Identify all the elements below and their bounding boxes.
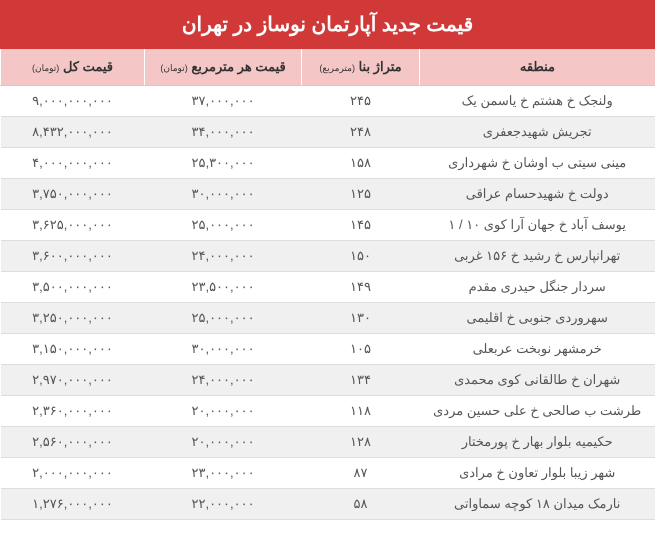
price-table: منطقه متراژ بنا (مترمربع) قیمت هر مترمرب…: [0, 49, 655, 520]
cell-region: خرمشهر نوبخت عربعلی: [419, 334, 655, 365]
cell-total: ۱,۲۷۶,۰۰۰,۰۰۰: [1, 489, 145, 520]
cell-area: ۸۷: [302, 458, 420, 489]
cell-region: شهر زیبا بلوار تعاون خ مرادی: [419, 458, 655, 489]
col-header-area: متراژ بنا (مترمربع): [302, 49, 420, 86]
cell-total: ۳,۶۰۰,۰۰۰,۰۰۰: [1, 241, 145, 272]
cell-total: ۳,۵۰۰,۰۰۰,۰۰۰: [1, 272, 145, 303]
cell-area: ۱۵۰: [302, 241, 420, 272]
cell-region: تهرانپارس خ رشید خ ۱۵۶ غربی: [419, 241, 655, 272]
table-row: شهران خ طالقانی کوی محمدی۱۳۴۲۴,۰۰۰,۰۰۰۲,…: [1, 365, 655, 396]
cell-area: ۲۴۵: [302, 86, 420, 117]
table-row: شهر زیبا بلوار تعاون خ مرادی۸۷۲۳,۰۰۰,۰۰۰…: [1, 458, 655, 489]
cell-area: ۱۳۰: [302, 303, 420, 334]
cell-ppsm: ۲۰,۰۰۰,۰۰۰: [145, 396, 302, 427]
cell-ppsm: ۲۵,۳۰۰,۰۰۰: [145, 148, 302, 179]
cell-area: ۲۴۸: [302, 117, 420, 148]
cell-area: ۱۰۵: [302, 334, 420, 365]
cell-ppsm: ۳۰,۰۰۰,۰۰۰: [145, 179, 302, 210]
table-row: سهروردی جنوبی خ اقلیمی۱۳۰۲۵,۰۰۰,۰۰۰۳,۲۵۰…: [1, 303, 655, 334]
col-header-total: قیمت کل (تومان): [1, 49, 145, 86]
cell-ppsm: ۲۵,۰۰۰,۰۰۰: [145, 303, 302, 334]
cell-area: ۵۸: [302, 489, 420, 520]
cell-ppsm: ۲۳,۰۰۰,۰۰۰: [145, 458, 302, 489]
table-row: تهرانپارس خ رشید خ ۱۵۶ غربی۱۵۰۲۴,۰۰۰,۰۰۰…: [1, 241, 655, 272]
cell-total: ۸,۴۳۲,۰۰۰,۰۰۰: [1, 117, 145, 148]
cell-area: ۱۳۴: [302, 365, 420, 396]
cell-region: طرشت ب صالحی خ علی حسین مردی: [419, 396, 655, 427]
table-row: دولت خ شهیدحسام عراقی۱۲۵۳۰,۰۰۰,۰۰۰۳,۷۵۰,…: [1, 179, 655, 210]
cell-region: حکیمیه بلوار بهار خ پورمختار: [419, 427, 655, 458]
table-row: مینی سیتی ب اوشان خ شهرداری۱۵۸۲۵,۳۰۰,۰۰۰…: [1, 148, 655, 179]
cell-total: ۲,۳۶۰,۰۰۰,۰۰۰: [1, 396, 145, 427]
cell-region: مینی سیتی ب اوشان خ شهرداری: [419, 148, 655, 179]
cell-ppsm: ۲۳,۵۰۰,۰۰۰: [145, 272, 302, 303]
cell-total: ۳,۶۲۵,۰۰۰,۰۰۰: [1, 210, 145, 241]
table-row: خرمشهر نوبخت عربعلی۱۰۵۳۰,۰۰۰,۰۰۰۳,۱۵۰,۰۰…: [1, 334, 655, 365]
col-sub: (تومان): [32, 63, 59, 73]
cell-ppsm: ۳۰,۰۰۰,۰۰۰: [145, 334, 302, 365]
cell-total: ۲,۰۰۰,۰۰۰,۰۰۰: [1, 458, 145, 489]
cell-total: ۳,۲۵۰,۰۰۰,۰۰۰: [1, 303, 145, 334]
cell-total: ۳,۱۵۰,۰۰۰,۰۰۰: [1, 334, 145, 365]
cell-region: سهروردی جنوبی خ اقلیمی: [419, 303, 655, 334]
cell-ppsm: ۲۵,۰۰۰,۰۰۰: [145, 210, 302, 241]
col-header-region: منطقه: [419, 49, 655, 86]
cell-total: ۳,۷۵۰,۰۰۰,۰۰۰: [1, 179, 145, 210]
cell-region: ولنجک خ هشتم خ یاسمن یک: [419, 86, 655, 117]
cell-ppsm: ۳۴,۰۰۰,۰۰۰: [145, 117, 302, 148]
table-row: نارمک میدان ۱۸ کوچه سماواتی۵۸۲۲,۰۰۰,۰۰۰۱…: [1, 489, 655, 520]
cell-total: ۴,۰۰۰,۰۰۰,۰۰۰: [1, 148, 145, 179]
cell-area: ۱۲۸: [302, 427, 420, 458]
table-row: طرشت ب صالحی خ علی حسین مردی۱۱۸۲۰,۰۰۰,۰۰…: [1, 396, 655, 427]
table-row: حکیمیه بلوار بهار خ پورمختار۱۲۸۲۰,۰۰۰,۰۰…: [1, 427, 655, 458]
page-title: قیمت جدید آپارتمان نوساز در تهران: [0, 0, 655, 49]
table-row: ولنجک خ هشتم خ یاسمن یک۲۴۵۳۷,۰۰۰,۰۰۰۹,۰۰…: [1, 86, 655, 117]
cell-area: ۱۴۵: [302, 210, 420, 241]
col-header-ppsm: قیمت هر مترمربع (تومان): [145, 49, 302, 86]
cell-area: ۱۲۵: [302, 179, 420, 210]
cell-ppsm: ۲۰,۰۰۰,۰۰۰: [145, 427, 302, 458]
col-sub: (مترمربع): [319, 63, 355, 73]
col-label: قیمت کل: [63, 59, 113, 74]
cell-area: ۱۴۹: [302, 272, 420, 303]
cell-region: سردار جنگل حیدری مقدم: [419, 272, 655, 303]
cell-ppsm: ۲۴,۰۰۰,۰۰۰: [145, 241, 302, 272]
table-row: سردار جنگل حیدری مقدم۱۴۹۲۳,۵۰۰,۰۰۰۳,۵۰۰,…: [1, 272, 655, 303]
cell-ppsm: ۳۷,۰۰۰,۰۰۰: [145, 86, 302, 117]
col-label: منطقه: [520, 59, 555, 74]
cell-ppsm: ۲۲,۰۰۰,۰۰۰: [145, 489, 302, 520]
cell-region: یوسف آباد خ جهان آرا کوی ۱۰ / ۱: [419, 210, 655, 241]
table-row: تجریش شهیدجعفری۲۴۸۳۴,۰۰۰,۰۰۰۸,۴۳۲,۰۰۰,۰۰…: [1, 117, 655, 148]
cell-ppsm: ۲۴,۰۰۰,۰۰۰: [145, 365, 302, 396]
table-body: ولنجک خ هشتم خ یاسمن یک۲۴۵۳۷,۰۰۰,۰۰۰۹,۰۰…: [1, 86, 655, 520]
cell-total: ۹,۰۰۰,۰۰۰,۰۰۰: [1, 86, 145, 117]
cell-region: شهران خ طالقانی کوی محمدی: [419, 365, 655, 396]
col-label: متراژ بنا: [359, 59, 402, 74]
col-label: قیمت هر مترمربع: [191, 59, 285, 74]
cell-total: ۲,۵۶۰,۰۰۰,۰۰۰: [1, 427, 145, 458]
cell-region: تجریش شهیدجعفری: [419, 117, 655, 148]
cell-region: دولت خ شهیدحسام عراقی: [419, 179, 655, 210]
cell-total: ۲,۹۷۰,۰۰۰,۰۰۰: [1, 365, 145, 396]
cell-area: ۱۵۸: [302, 148, 420, 179]
cell-area: ۱۱۸: [302, 396, 420, 427]
table-row: یوسف آباد خ جهان آرا کوی ۱۰ / ۱۱۴۵۲۵,۰۰۰…: [1, 210, 655, 241]
cell-region: نارمک میدان ۱۸ کوچه سماواتی: [419, 489, 655, 520]
col-sub: (تومان): [160, 63, 187, 73]
table-header-row: منطقه متراژ بنا (مترمربع) قیمت هر مترمرب…: [1, 49, 655, 86]
